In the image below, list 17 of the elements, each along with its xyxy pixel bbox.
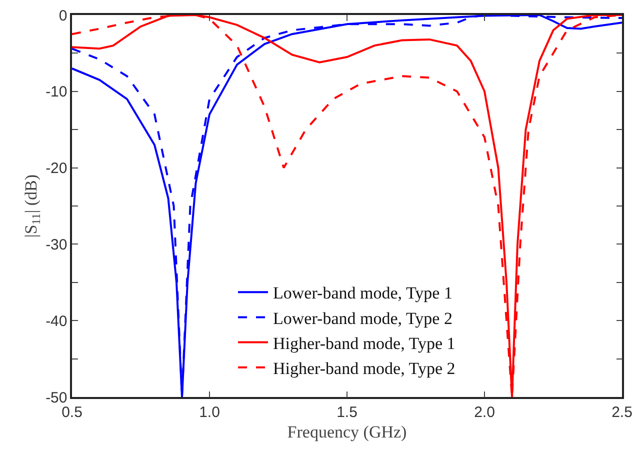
y-tick-label: -30 [46,236,68,254]
x-tick-label: 1.5 [336,404,358,421]
legend-label: Lower-band mode, Type 2 [273,308,452,328]
y-tick-label: -20 [46,160,68,178]
y-tick-label: -10 [46,84,68,101]
y-tick-label: -50 [46,389,68,406]
x-tick-label: 2.5 [612,404,632,421]
legend-label: Higher-band mode, Type 1 [273,334,456,353]
y-tick-label: -40 [46,312,68,330]
legend-label: Lower-band mode, Type 1 [273,284,452,303]
y-tick-label: 0 [58,7,68,24]
x-tick-label: 2.0 [474,404,495,421]
x-axis-title: Frequency (GHz) [287,422,407,442]
line-series [72,15,622,397]
x-tick-label: 0.5 [62,404,82,421]
legend-label: Higher-band mode, Type 2 [273,359,456,378]
x-tick-label: 1.0 [199,404,220,421]
